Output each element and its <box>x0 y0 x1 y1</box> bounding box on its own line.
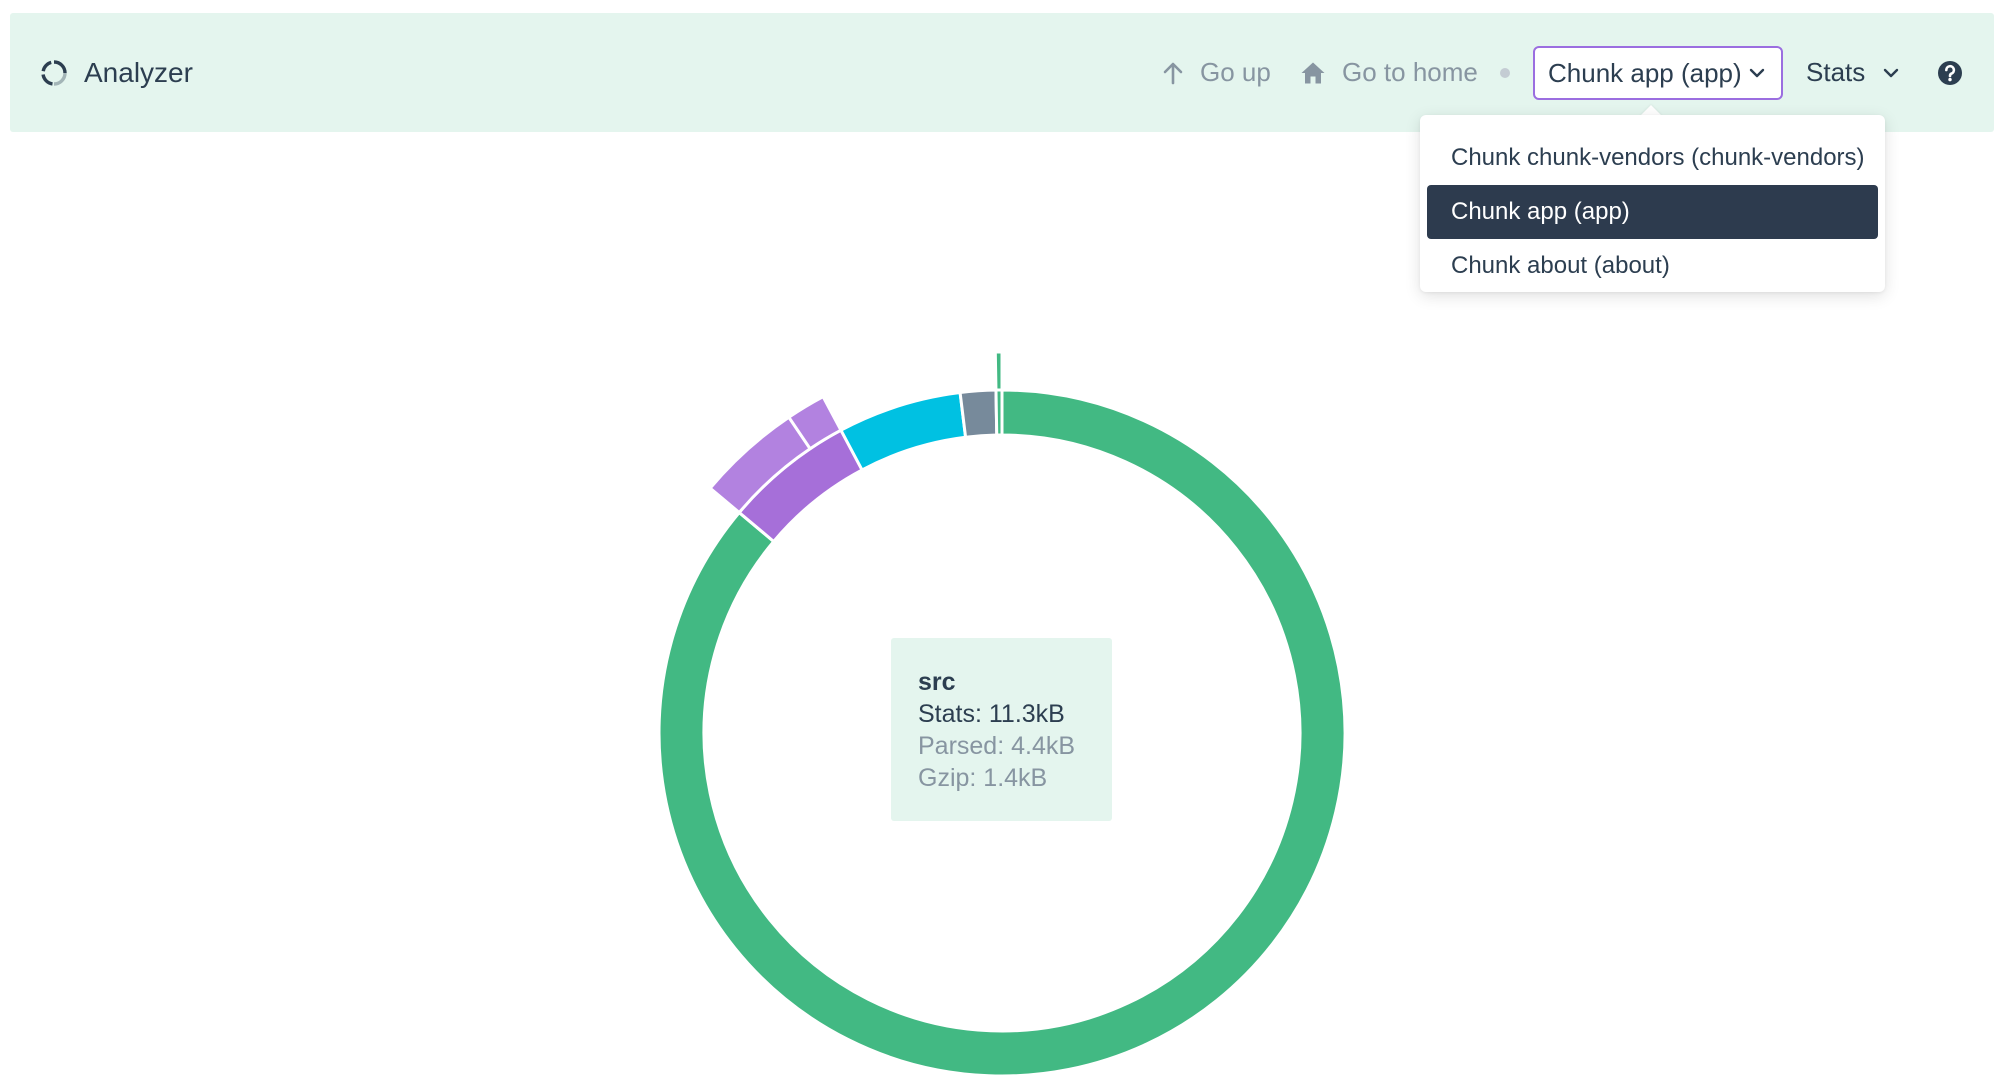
size-type-select[interactable]: Stats <box>1806 13 1899 132</box>
sunburst-segment-segment-cyan[interactable] <box>838 390 968 472</box>
sunburst-outer-segment-2[interactable] <box>993 350 1004 392</box>
chunk-option-chunk-vendors[interactable]: Chunk chunk-vendors (chunk-vendors) <box>1451 144 1865 171</box>
top-bar: Analyzer Go up Go to home Chunk app (app… <box>10 13 1994 132</box>
chart-tooltip: src Stats: 11.3kB Parsed: 4.4kB Gzip: 1.… <box>891 638 1112 821</box>
question-circle-icon[interactable] <box>1937 60 1963 86</box>
chunk-select[interactable]: Chunk app (app) <box>1533 46 1783 100</box>
chunk-option-app[interactable]: Chunk app (app) <box>1427 185 1878 239</box>
brand: Analyzer <box>38 13 193 132</box>
separator-dot <box>1500 68 1510 78</box>
chevron-down-icon <box>1749 68 1765 78</box>
dropdown-caret <box>1640 105 1662 116</box>
chevron-down-icon <box>1884 68 1899 77</box>
sunburst-segment-segment-slate[interactable] <box>958 388 999 439</box>
app-title: Analyzer <box>84 56 193 88</box>
go-up-label: Go up <box>1200 57 1271 87</box>
chunk-option-about[interactable]: Chunk about (about) <box>1451 252 1670 279</box>
tooltip-gzip: Gzip: 1.4kB <box>918 764 1048 792</box>
arrow-up-icon <box>1163 62 1183 84</box>
home-icon <box>1301 62 1325 83</box>
sunburst-segment-src[interactable] <box>657 388 1347 1078</box>
chunk-select-value: Chunk app (app) <box>1548 57 1742 88</box>
loader-ring-icon <box>41 59 67 86</box>
tooltip-name: src <box>918 668 956 696</box>
go-home-button[interactable]: Go to home <box>1300 13 1478 132</box>
go-up-button[interactable]: Go up <box>1162 13 1271 132</box>
go-home-label: Go to home <box>1342 57 1478 87</box>
sunburst-segment-segment-thin-green[interactable] <box>994 388 1004 437</box>
chunk-dropdown-menu: Chunk chunk-vendors (chunk-vendors) Chun… <box>1420 115 1885 292</box>
sunburst-outer-segment-1[interactable] <box>786 394 843 451</box>
tooltip-stats: Stats: 11.3kB <box>918 700 1065 728</box>
tooltip-parsed: Parsed: 4.4kB <box>918 732 1076 760</box>
size-type-value: Stats <box>1806 57 1866 87</box>
